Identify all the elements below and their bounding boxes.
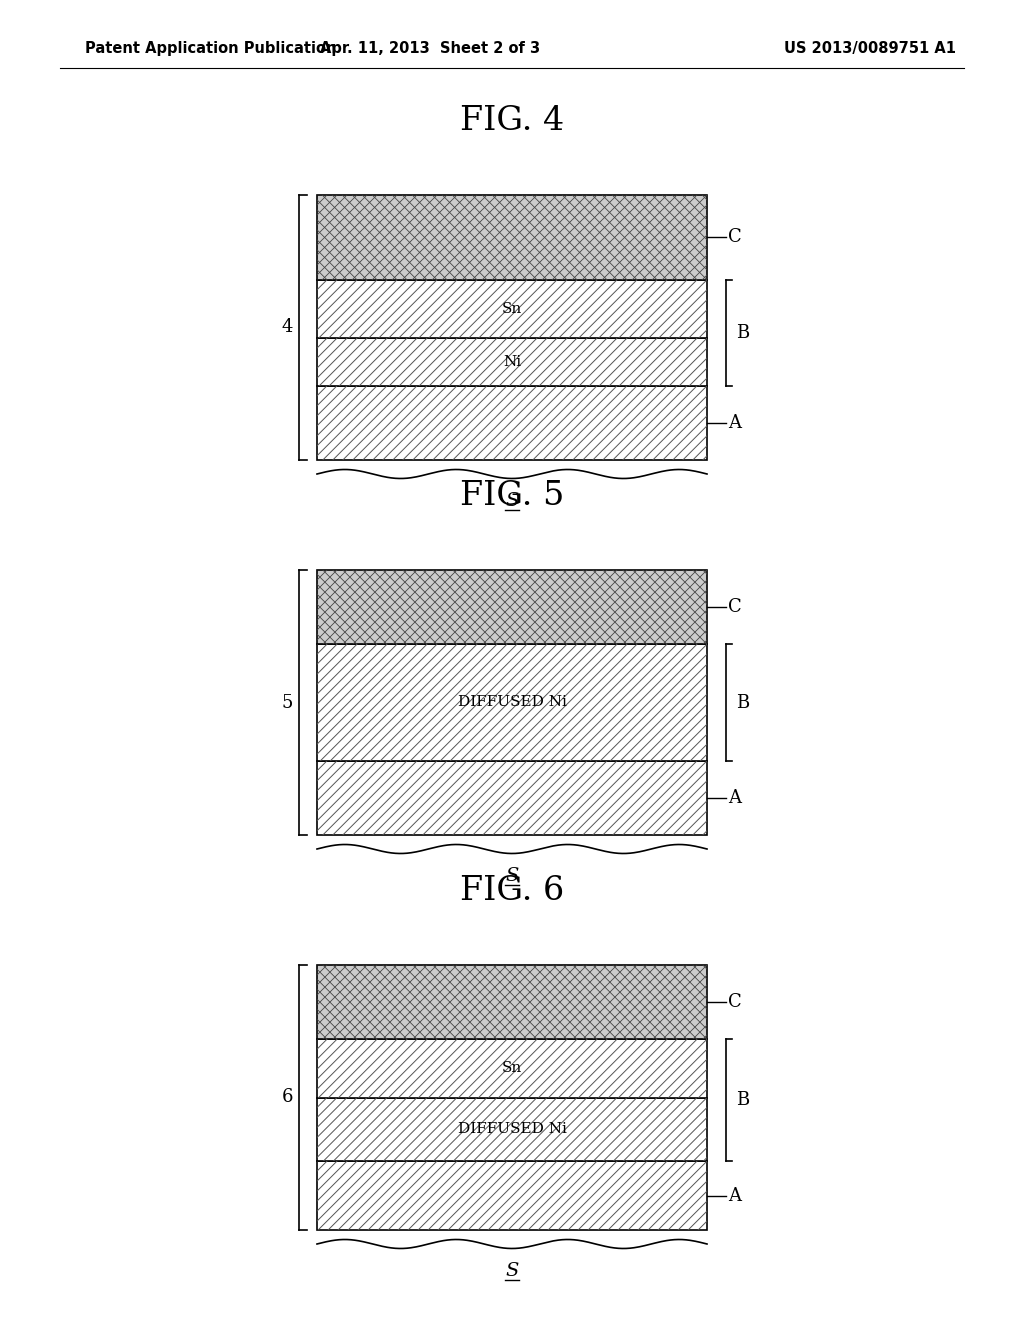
Bar <box>317 570 707 644</box>
Bar <box>317 195 707 280</box>
Text: FIG. 6: FIG. 6 <box>460 875 564 907</box>
Bar <box>317 385 707 459</box>
Bar <box>317 1097 707 1162</box>
Bar <box>317 338 707 385</box>
Text: Patent Application Publication: Patent Application Publication <box>85 41 337 55</box>
Text: FIG. 5: FIG. 5 <box>460 480 564 512</box>
Bar <box>317 760 707 836</box>
Bar <box>317 760 707 836</box>
Text: B: B <box>736 693 750 711</box>
Text: A: A <box>728 1187 741 1205</box>
Text: S: S <box>505 1262 519 1280</box>
Text: Sn: Sn <box>502 1061 522 1076</box>
Bar <box>317 385 707 459</box>
Text: FIG. 4: FIG. 4 <box>460 106 564 137</box>
Bar <box>317 1039 707 1097</box>
Bar <box>317 1162 707 1230</box>
Text: 6: 6 <box>282 1089 293 1106</box>
Bar <box>317 280 707 338</box>
Text: 5: 5 <box>282 693 293 711</box>
Bar <box>317 965 707 1039</box>
Text: Apr. 11, 2013  Sheet 2 of 3: Apr. 11, 2013 Sheet 2 of 3 <box>319 41 540 55</box>
Text: US 2013/0089751 A1: US 2013/0089751 A1 <box>784 41 956 55</box>
Text: C: C <box>728 993 741 1011</box>
Bar <box>317 570 707 644</box>
Text: DIFFUSED Ni: DIFFUSED Ni <box>458 696 566 710</box>
Bar <box>317 280 707 338</box>
Text: S: S <box>505 867 519 884</box>
Bar <box>317 965 707 1039</box>
Bar <box>317 1039 707 1097</box>
Bar <box>317 1097 707 1162</box>
Text: A: A <box>728 789 741 807</box>
Text: S: S <box>505 492 519 510</box>
Text: DIFFUSED Ni: DIFFUSED Ni <box>458 1122 566 1137</box>
Bar <box>317 644 707 760</box>
Text: 4: 4 <box>282 318 293 337</box>
Text: B: B <box>736 1092 750 1109</box>
Text: C: C <box>728 228 741 247</box>
Text: B: B <box>736 323 750 342</box>
Bar <box>317 1162 707 1230</box>
Bar <box>317 338 707 385</box>
Bar <box>317 644 707 760</box>
Text: Sn: Sn <box>502 302 522 315</box>
Text: Ni: Ni <box>503 355 521 370</box>
Text: C: C <box>728 598 741 616</box>
Bar <box>317 195 707 280</box>
Text: A: A <box>728 414 741 432</box>
